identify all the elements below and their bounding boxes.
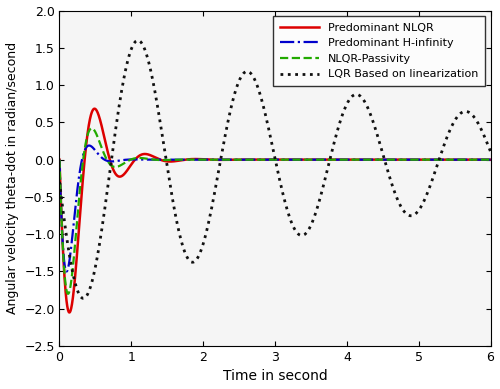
LQR Based on linearization bbox=[222, 134, 228, 138]
Predominant H-infinity bbox=[56, 157, 62, 162]
Predominant NLQR bbox=[56, 157, 62, 162]
LQR Based on linearization bbox=[80, 296, 86, 301]
X-axis label: Time in second: Time in second bbox=[222, 370, 328, 384]
Predominant NLQR bbox=[480, 157, 486, 162]
Predominant NLQR bbox=[240, 157, 246, 162]
Line: NLQR-Passivity: NLQR-Passivity bbox=[60, 128, 490, 294]
Predominant H-infinity bbox=[132, 157, 138, 162]
LQR Based on linearization bbox=[240, 71, 246, 75]
Line: LQR Based on linearization: LQR Based on linearization bbox=[60, 40, 490, 298]
NLQR-Passivity bbox=[65, 291, 71, 296]
Predominant NLQR bbox=[222, 158, 228, 162]
Predominant NLQR bbox=[433, 157, 439, 162]
Predominant NLQR bbox=[132, 158, 138, 163]
NLQR-Passivity bbox=[106, 161, 112, 165]
LQR Based on linearization bbox=[480, 129, 486, 134]
Predominant NLQR bbox=[66, 310, 72, 315]
NLQR-Passivity bbox=[240, 157, 246, 162]
Predominant H-infinity bbox=[64, 269, 70, 274]
NLQR-Passivity bbox=[132, 156, 138, 161]
NLQR-Passivity bbox=[88, 126, 94, 131]
Y-axis label: Angular velocity theta-dot in radian/second: Angular velocity theta-dot in radian/sec… bbox=[6, 42, 18, 314]
LQR Based on linearization bbox=[488, 149, 494, 154]
NLQR-Passivity bbox=[480, 157, 486, 162]
Predominant H-infinity bbox=[488, 157, 494, 162]
NLQR-Passivity bbox=[433, 157, 439, 162]
LQR Based on linearization bbox=[106, 177, 112, 182]
Line: Predominant H-infinity: Predominant H-infinity bbox=[60, 145, 490, 272]
Predominant NLQR bbox=[488, 157, 494, 162]
Line: Predominant NLQR: Predominant NLQR bbox=[60, 109, 490, 312]
Predominant NLQR bbox=[92, 106, 98, 111]
LQR Based on linearization bbox=[433, 167, 439, 172]
LQR Based on linearization bbox=[132, 40, 138, 45]
Legend: Predominant NLQR, Predominant H-infinity, NLQR-Passivity, LQR Based on lineariza: Predominant NLQR, Predominant H-infinity… bbox=[274, 16, 485, 86]
Predominant NLQR bbox=[106, 154, 112, 159]
LQR Based on linearization bbox=[135, 38, 141, 43]
NLQR-Passivity bbox=[488, 157, 494, 162]
NLQR-Passivity bbox=[56, 157, 62, 162]
NLQR-Passivity bbox=[222, 157, 228, 162]
LQR Based on linearization bbox=[56, 179, 62, 184]
Predominant H-infinity bbox=[240, 157, 246, 162]
Predominant H-infinity bbox=[86, 143, 92, 148]
Predominant H-infinity bbox=[480, 157, 486, 162]
Predominant H-infinity bbox=[106, 159, 112, 163]
Predominant H-infinity bbox=[222, 157, 228, 162]
Predominant H-infinity bbox=[433, 157, 439, 162]
